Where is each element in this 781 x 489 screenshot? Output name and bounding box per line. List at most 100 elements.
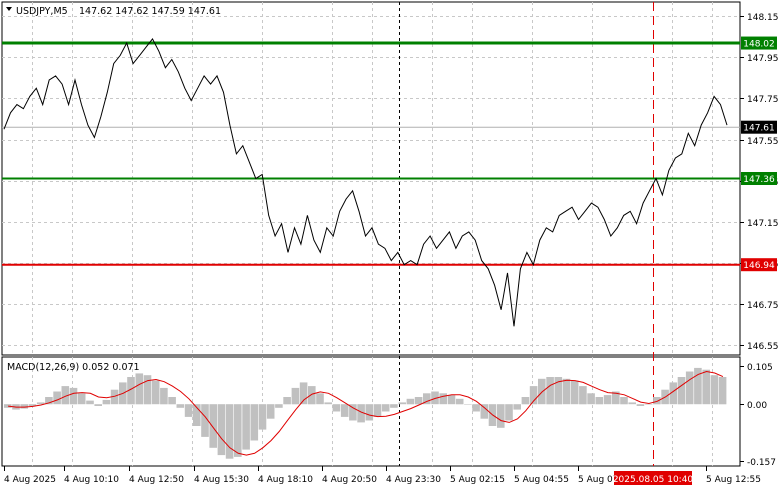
macd-bar	[677, 377, 686, 405]
macd-bar	[554, 377, 563, 405]
price-tick-label: 147.95	[747, 54, 779, 64]
macd-bar	[636, 404, 645, 406]
macd-bar	[349, 404, 357, 421]
macd-bar	[275, 404, 283, 408]
macd-bar	[381, 404, 390, 412]
macd-bar	[603, 395, 612, 405]
level-lines	[2, 41, 740, 266]
macd-bar	[225, 404, 234, 459]
macd-bar	[28, 404, 37, 406]
macd-bar	[562, 378, 571, 405]
time-tick-label: 4 Aug 18:10	[258, 475, 313, 485]
macd-bar	[53, 391, 61, 405]
price-tick-label: 146.55	[747, 342, 779, 352]
macd-bar	[143, 375, 152, 405]
macd-bar	[316, 393, 324, 405]
time-axis: 4 Aug 2025 4 Aug 10:10 4 Aug 12:50 4 Aug 15…	[4, 466, 761, 485]
macd-signal-line	[8, 370, 724, 456]
macd-bar	[340, 404, 349, 417]
time-tick-label: 4 Aug 15:30	[194, 475, 249, 485]
time-tick-label: 5 Aug 02:15	[450, 475, 505, 485]
macd-bar	[694, 367, 702, 405]
macd-bar	[94, 404, 102, 406]
macd-bar	[505, 404, 513, 421]
macd-bar	[685, 371, 694, 405]
time-highlight-tag: 2025.08.05 10:40	[613, 471, 694, 485]
macd-bar	[299, 382, 308, 405]
macd-bar	[242, 404, 250, 450]
macd-bar	[45, 397, 53, 405]
macd-bar	[332, 404, 341, 412]
macd-axis: 0.105 0.00 -0.157	[740, 363, 776, 468]
collapse-triangle-icon[interactable]	[6, 7, 12, 11]
macd-bar	[160, 387, 168, 405]
macd-bar	[176, 404, 185, 408]
time-tick-label: 4 Aug 20:50	[322, 475, 377, 485]
macd-bar	[612, 391, 620, 405]
macd-bar	[151, 380, 160, 405]
macd-bar	[710, 375, 719, 405]
macd-bar	[718, 377, 727, 405]
macd-bar	[513, 404, 521, 410]
macd-bar	[365, 404, 374, 421]
time-tick-label: 5 Aug 07	[578, 475, 618, 485]
macd-bar	[135, 373, 144, 405]
macd-bar	[595, 397, 604, 405]
macd-bar	[308, 386, 316, 405]
macd-bar	[86, 400, 94, 405]
macd-bar	[406, 398, 415, 405]
macd-bar	[587, 393, 595, 405]
macd-bar	[431, 391, 439, 405]
macd-bar	[283, 397, 291, 405]
price-tick-label: 148.15	[747, 13, 779, 23]
macd-bar	[127, 377, 135, 405]
macd-bar	[4, 404, 12, 408]
time-tick-label: 4 Aug 12:50	[129, 475, 184, 485]
macd-bar	[472, 404, 480, 412]
macd-bar	[570, 380, 579, 405]
macd-bar	[184, 404, 193, 417]
ohlc-values: 147.62 147.62 147.59 147.61	[79, 6, 221, 17]
macd-tick-label: 0.105	[747, 363, 773, 373]
level-tag-label: 147.36	[743, 175, 775, 185]
macd-bar	[209, 404, 217, 448]
macd-bar	[390, 404, 398, 408]
macd-bar	[702, 369, 710, 405]
macd-bar	[480, 404, 489, 419]
level-tag-bg	[741, 258, 777, 272]
level-tag-label: 146.94	[743, 261, 775, 271]
macd-bar	[20, 404, 28, 409]
macd-bar	[644, 404, 653, 405]
level-tag-bg	[741, 172, 777, 185]
price-tick-label: 147.55	[747, 137, 779, 147]
current-price-label: 147.61	[743, 124, 775, 134]
macd-bar	[168, 397, 176, 405]
symbol-label: USDJPY,M5	[16, 6, 68, 17]
macd-bar	[110, 389, 119, 405]
macd-bar	[521, 397, 530, 405]
level-tag-bg	[741, 36, 777, 50]
time-tick-label: 5 Aug 04:55	[514, 475, 569, 485]
macd-bar	[579, 386, 587, 405]
macd-bar	[423, 393, 431, 405]
price-tick-label: 146.75	[747, 301, 779, 311]
current-price-tag: 147.61	[741, 120, 777, 134]
macd-bar	[529, 386, 538, 405]
macd-bar	[373, 404, 382, 417]
macd-bar	[234, 404, 242, 457]
price-tick-label: 147.15	[747, 219, 779, 229]
macd-bar	[77, 393, 86, 405]
macd-bar	[250, 404, 259, 441]
time-tick-label: 5 Aug 12:55	[706, 475, 761, 485]
macd-bar	[497, 404, 505, 428]
macd-bar	[201, 404, 209, 437]
macd-bar	[291, 387, 300, 405]
macd-bar	[455, 398, 464, 405]
time-highlight-label: 2025.08.05 10:40	[613, 475, 694, 485]
macd-bar	[69, 387, 78, 405]
macd-bar	[669, 382, 678, 405]
macd-bar	[258, 404, 267, 430]
macd-bar	[61, 386, 70, 405]
macd-bar	[546, 377, 554, 405]
